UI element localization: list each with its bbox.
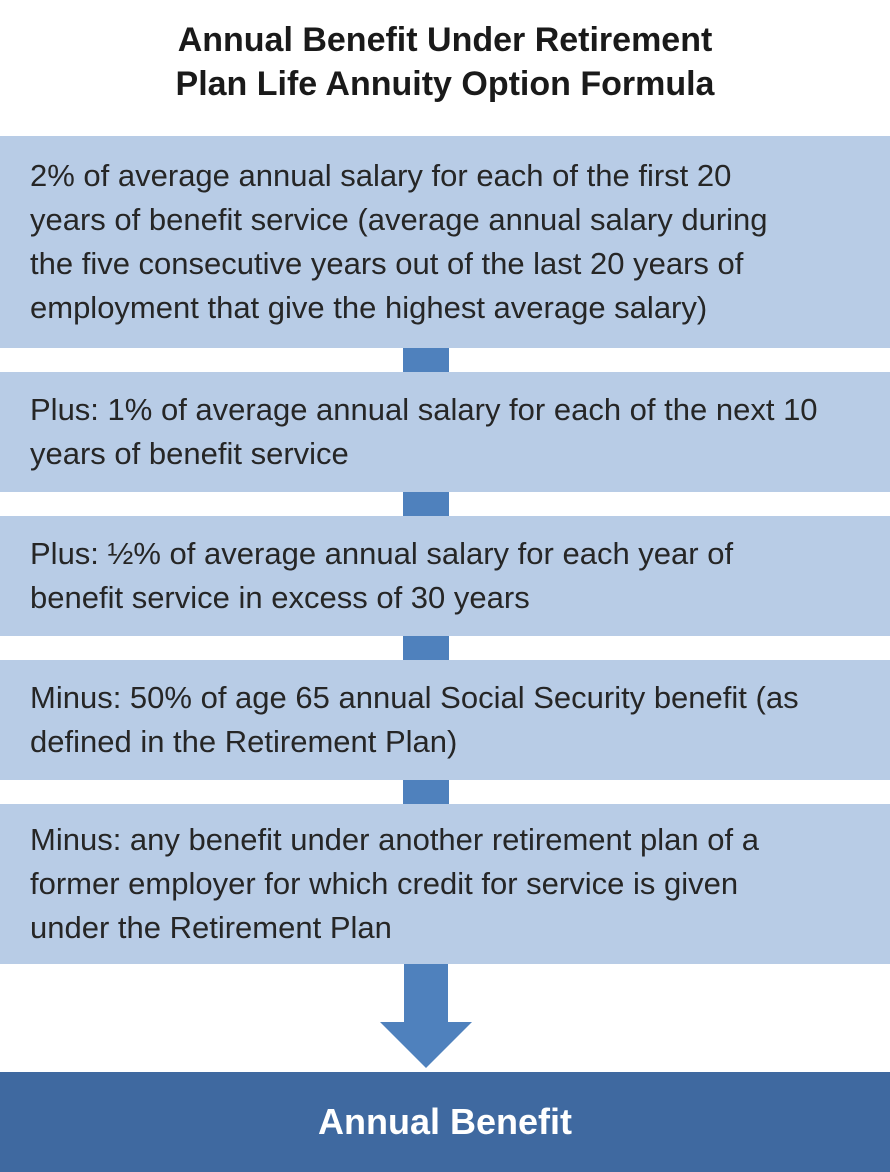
step-text: Minus: 50% of age 65 annual Social Secur… [30,676,799,764]
connector-bar [403,492,449,516]
step-line: Minus: any benefit under another retirem… [30,822,759,857]
result-box-annual-benefit: Annual Benefit [0,1072,890,1172]
step-box-plus-one-percent: Plus: 1% of average annual salary for ea… [0,372,890,492]
step-box-plus-half-percent: Plus: ½% of average annual salary for ea… [0,516,890,636]
step-line: Minus: 50% of age 65 annual Social Secur… [30,680,799,715]
diagram-title: Annual Benefit Under Retirement Plan Lif… [0,18,890,106]
step-line: former employer for which credit for ser… [30,866,739,901]
connector-bar [403,780,449,804]
step-line: the five consecutive years out of the la… [30,246,744,281]
step-line: benefit service in excess of 30 years [30,580,530,615]
step-text: Minus: any benefit under another retirem… [30,818,759,950]
step-line: under the Retirement Plan [30,910,392,945]
connector-bar [403,636,449,660]
result-label: Annual Benefit [317,1101,572,1142]
step-line: years of benefit service (average annual… [30,202,768,237]
step-text: Plus: ½% of average annual salary for ea… [30,532,733,620]
connector-bar [403,348,449,372]
step-line: Plus: ½% of average annual salary for ea… [30,536,734,571]
step-text: 2% of average annual salary for each of … [30,154,768,330]
step-line: defined in the Retirement Plan) [30,724,458,759]
step-line: Plus: 1% of average annual salary for ea… [30,392,818,427]
down-arrow-icon [380,964,472,1068]
title-line-1: Annual Benefit Under Retirement [177,21,713,59]
step-box-minus-social-security: Minus: 50% of age 65 annual Social Secur… [0,660,890,780]
step-box-base-benefit: 2% of average annual salary for each of … [0,136,890,348]
title-line-2: Plan Life Annuity Option Formula [175,65,715,103]
step-line: employment that give the highest average… [30,290,708,325]
step-line: 2% of average annual salary for each of … [30,158,732,193]
step-text: Plus: 1% of average annual salary for ea… [30,388,818,476]
step-box-minus-other-plan: Minus: any benefit under another retirem… [0,804,890,964]
step-line: years of benefit service [30,436,349,471]
